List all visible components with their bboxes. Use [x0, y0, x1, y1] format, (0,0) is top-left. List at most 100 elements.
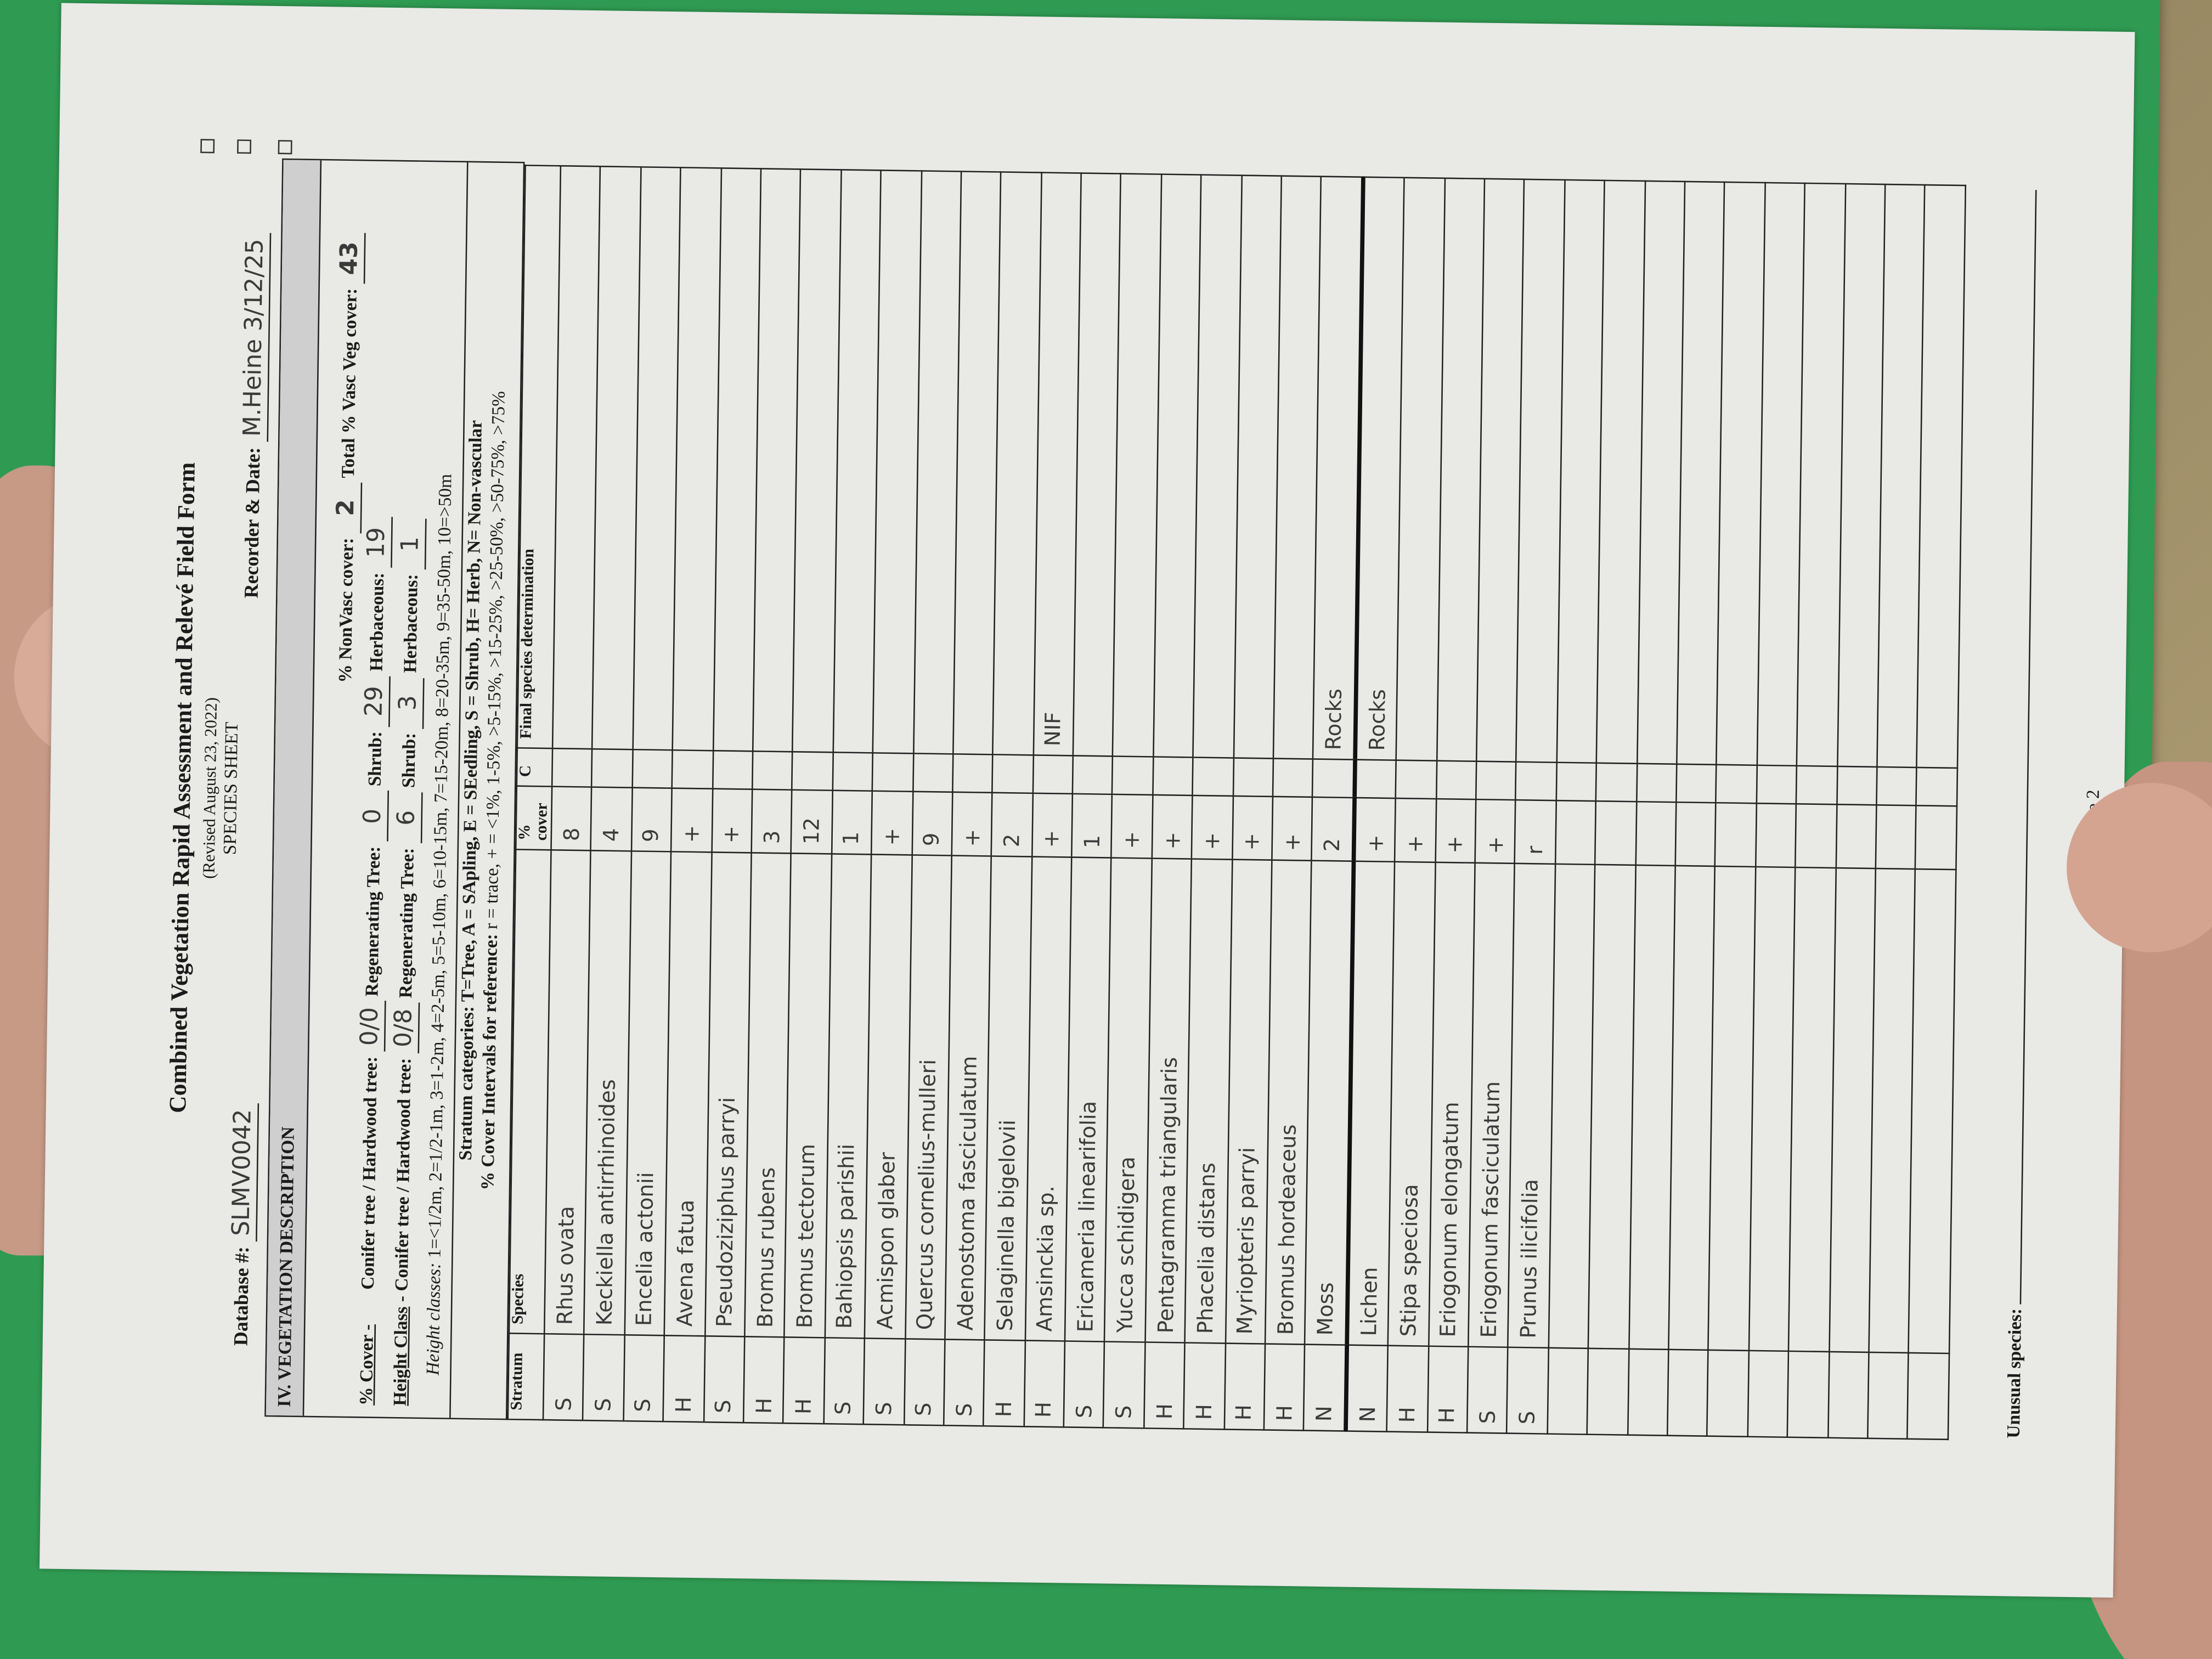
cell-stratum[interactable]: H: [983, 1340, 1025, 1427]
cell-c[interactable]: [1916, 767, 1957, 806]
cell-cover[interactable]: +: [1353, 798, 1396, 862]
cell-cover[interactable]: +: [1111, 794, 1153, 859]
cell-stratum[interactable]: S: [623, 1335, 665, 1422]
cell-stratum[interactable]: N: [1345, 1345, 1389, 1432]
cell-stratum[interactable]: H: [663, 1335, 705, 1423]
cell-c[interactable]: [912, 753, 953, 792]
cell-species[interactable]: [1588, 864, 1635, 1349]
cell-cover[interactable]: [1595, 801, 1637, 865]
cell-stratum[interactable]: [1867, 1352, 1909, 1439]
cell-cover[interactable]: [1755, 803, 1797, 867]
cell-c[interactable]: [592, 749, 633, 788]
cell-c[interactable]: [1396, 760, 1437, 799]
cell-c[interactable]: [1836, 766, 1877, 805]
cell-cover[interactable]: 1: [1071, 793, 1113, 858]
cell-species[interactable]: [1909, 869, 1956, 1353]
cell-stratum[interactable]: [1747, 1350, 1789, 1437]
cell-stratum[interactable]: S: [1103, 1341, 1146, 1429]
cell-species[interactable]: Keckiella antirrhinoides: [584, 850, 631, 1335]
cell-stratum[interactable]: S: [1507, 1347, 1549, 1434]
cell-species[interactable]: [1628, 865, 1675, 1350]
height-shrub-value[interactable]: 3: [394, 677, 425, 729]
cover-shrub-value[interactable]: 29: [360, 675, 391, 727]
cell-stratum[interactable]: [1587, 1348, 1629, 1435]
cell-species[interactable]: Pentagramma triangularis: [1145, 858, 1192, 1343]
cell-stratum[interactable]: H: [1023, 1340, 1065, 1427]
cell-species[interactable]: Yucca schidigera: [1105, 857, 1152, 1342]
cell-stratum[interactable]: H: [1223, 1343, 1266, 1430]
height-herb-value[interactable]: 1: [396, 518, 427, 570]
cell-cover[interactable]: r: [1515, 800, 1556, 864]
cell-stratum[interactable]: H: [1183, 1342, 1226, 1430]
cell-c[interactable]: [1273, 758, 1314, 797]
cell-stratum[interactable]: S: [903, 1339, 945, 1426]
cell-c[interactable]: [632, 749, 673, 788]
cell-species[interactable]: Bahiopsis parishii: [825, 854, 872, 1339]
cell-species[interactable]: Acmispon glaber: [865, 854, 912, 1339]
height-regen-value[interactable]: 6: [392, 792, 423, 844]
checkbox[interactable]: [278, 140, 292, 155]
cell-cover[interactable]: 1: [831, 790, 873, 855]
cell-c[interactable]: [832, 752, 873, 791]
cell-stratum[interactable]: S: [703, 1336, 745, 1423]
cell-stratum[interactable]: [1627, 1348, 1669, 1436]
cell-species[interactable]: Lichen: [1346, 861, 1395, 1346]
cell-species[interactable]: Moss: [1305, 860, 1354, 1345]
cell-cover[interactable]: [1635, 802, 1677, 866]
unusual-species-input[interactable]: [2019, 189, 2037, 1304]
cell-c[interactable]: [952, 754, 994, 793]
cell-species[interactable]: Eriogonum elongatum: [1428, 862, 1475, 1347]
cell-final[interactable]: [1917, 185, 1965, 768]
cell-species[interactable]: Eriogonum fasciculatum: [1468, 862, 1515, 1347]
cell-stratum[interactable]: [1667, 1349, 1709, 1436]
cell-stratum[interactable]: [1827, 1351, 1869, 1438]
cell-cover[interactable]: [1555, 800, 1596, 865]
cell-stratum[interactable]: S: [583, 1334, 625, 1421]
cell-stratum[interactable]: [1908, 1352, 1949, 1440]
nonvasc-value[interactable]: 2: [331, 482, 363, 534]
cell-cover[interactable]: +: [1152, 794, 1193, 859]
cell-c[interactable]: [1596, 763, 1637, 802]
cell-c[interactable]: [1716, 764, 1757, 804]
cell-c[interactable]: [552, 748, 593, 787]
cell-stratum[interactable]: S: [863, 1338, 905, 1425]
cell-c[interactable]: [1436, 760, 1477, 800]
cell-stratum[interactable]: S: [1063, 1341, 1105, 1428]
cell-species[interactable]: [1708, 866, 1756, 1351]
cell-species[interactable]: Ericameria linearifolia: [1065, 857, 1112, 1342]
cell-species[interactable]: [1748, 866, 1796, 1351]
cell-cover[interactable]: [1835, 804, 1877, 869]
cell-cover[interactable]: +: [1192, 795, 1233, 860]
cell-species[interactable]: [1548, 864, 1595, 1348]
cell-species[interactable]: Selaginella bigelovii: [985, 856, 1032, 1341]
cell-cover[interactable]: 2: [1312, 797, 1355, 861]
cell-cover[interactable]: +: [1395, 798, 1436, 862]
cell-cover[interactable]: 9: [911, 791, 953, 856]
cell-stratum[interactable]: S: [943, 1339, 985, 1426]
cell-c[interactable]: [1756, 765, 1797, 804]
cell-cover[interactable]: +: [1232, 795, 1273, 860]
cell-c[interactable]: [1193, 757, 1234, 796]
cell-c[interactable]: [1796, 765, 1837, 805]
cell-species[interactable]: Prunus ilicifolia: [1508, 863, 1555, 1348]
cell-species[interactable]: Bromus hordeaceus: [1265, 860, 1312, 1345]
cell-cover[interactable]: +: [1435, 799, 1476, 863]
cell-c[interactable]: [1636, 763, 1677, 803]
cell-species[interactable]: Amsinckia sp.: [1025, 856, 1072, 1341]
cell-species[interactable]: Myriopteris parryi: [1225, 859, 1272, 1344]
cell-stratum[interactable]: H: [1143, 1342, 1186, 1429]
cell-stratum[interactable]: H: [1263, 1344, 1306, 1431]
cell-cover[interactable]: [1795, 804, 1837, 868]
cell-cover[interactable]: 4: [591, 787, 633, 851]
cell-species[interactable]: Avena fatua: [664, 851, 712, 1336]
cell-species[interactable]: Phacelia distans: [1185, 859, 1232, 1344]
cell-cover[interactable]: +: [671, 788, 713, 853]
database-value[interactable]: SLMV0042: [227, 1103, 259, 1242]
cell-species[interactable]: Pseudoziziphus parryi: [704, 852, 752, 1337]
checkbox[interactable]: [200, 139, 215, 154]
cell-species[interactable]: [1829, 867, 1876, 1352]
cell-cover[interactable]: +: [1272, 796, 1313, 861]
cell-cover[interactable]: [1715, 803, 1757, 867]
cell-species[interactable]: [1788, 867, 1836, 1352]
cell-stratum[interactable]: [1547, 1347, 1589, 1435]
